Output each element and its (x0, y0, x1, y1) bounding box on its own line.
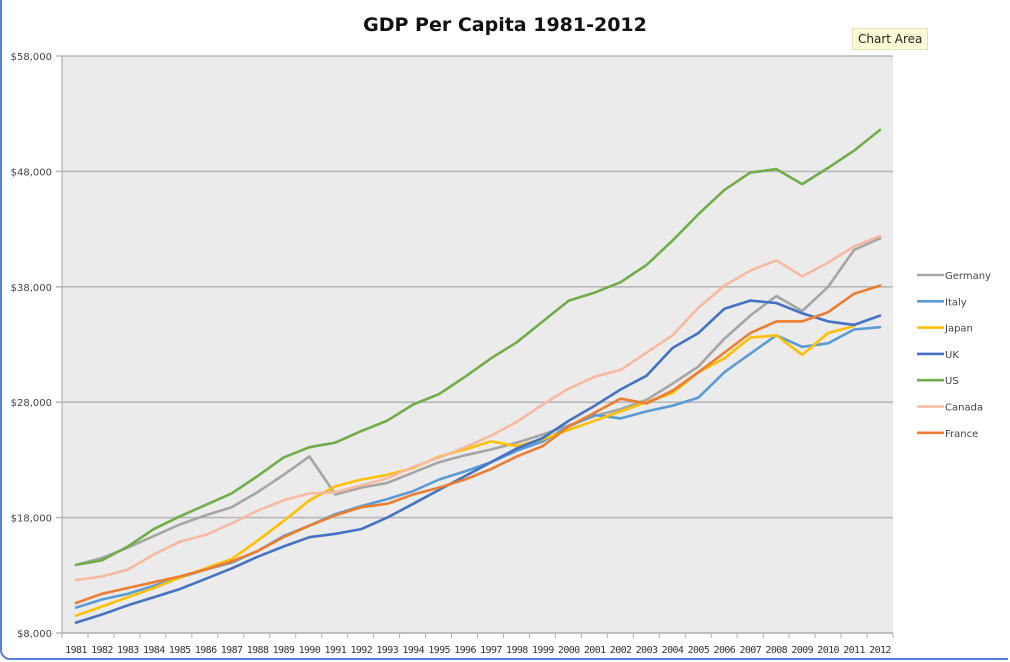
y-tick-label: $38,000 (11, 283, 52, 294)
series-line-france[interactable] (74, 284, 882, 605)
y-tick-label: $48,000 (11, 167, 52, 178)
x-tick-label: 1995 (428, 645, 450, 656)
x-tick-label: 2006 (714, 645, 736, 656)
x-tick-label: 2007 (739, 645, 761, 656)
legend-label: France (945, 429, 978, 440)
legend-label: Italy (945, 297, 967, 308)
series-line-us[interactable] (74, 128, 882, 567)
legend-item-germany[interactable]: Germany (917, 271, 991, 282)
legend-item-us[interactable]: US (917, 376, 959, 387)
x-tick-label: 1982 (91, 645, 113, 656)
x-tick-label: 1992 (350, 645, 372, 656)
series-line-uk[interactable] (74, 299, 882, 624)
x-tick-label: 1986 (195, 645, 217, 656)
y-tick-label: $8,000 (17, 629, 52, 640)
x-tick-label: 2011 (843, 645, 865, 656)
y-tick-label: $18,000 (11, 514, 52, 525)
x-tick-label: 1993 (376, 645, 398, 656)
x-tick-label: 1989 (273, 645, 295, 656)
x-tick-label: 1997 (480, 645, 502, 656)
x-tick-label: 1987 (221, 645, 243, 656)
series-line-canada[interactable] (74, 234, 882, 582)
x-tick-label: 1988 (247, 645, 269, 656)
x-tick-label: 1985 (169, 645, 191, 656)
x-tick-label: 2004 (662, 645, 684, 656)
x-tick-label: 1999 (532, 645, 554, 656)
x-tick-label: 2008 (765, 645, 787, 656)
x-tick-label: 1983 (117, 645, 139, 656)
legend-item-uk[interactable]: UK (917, 350, 959, 361)
legend-label: UK (945, 350, 959, 361)
x-tick-label: 1998 (506, 645, 528, 656)
legend-label: Germany (945, 271, 991, 282)
series-line-germany[interactable] (74, 237, 882, 567)
series-lines (74, 128, 882, 624)
x-tick-label: 2001 (584, 645, 606, 656)
legend-label: US (945, 376, 959, 387)
x-tick-label: 1984 (143, 645, 165, 656)
x-axis: 1981 1982 1983 1984 1985 1986 1987 1988 1989 1990… (61, 632, 894, 656)
x-tick-label: 2002 (610, 645, 632, 656)
legend-label: Canada (945, 403, 983, 414)
legend-item-italy[interactable]: Italy (917, 297, 967, 308)
x-tick-label: 1996 (454, 645, 476, 656)
legend-item-france[interactable]: France (917, 429, 978, 440)
x-tick-label: 2000 (558, 645, 580, 656)
chart-title: GDP Per Capita 1981-2012 (363, 14, 647, 36)
y-tick-label: $58,000 (11, 52, 52, 63)
x-tick-label: 1981 (65, 645, 87, 656)
chart-area-tooltip: Chart Area (852, 28, 929, 50)
x-tick-label: 1990 (299, 645, 321, 656)
x-tick-label: 2010 (817, 645, 839, 656)
legend-label: Japan (944, 324, 973, 335)
legend: Germany Italy Japan UK US Canada France (917, 271, 991, 440)
plot-area[interactable] (62, 56, 893, 633)
y-tick-label: $28,000 (11, 398, 52, 409)
x-tick-label: 1994 (402, 645, 424, 656)
x-tick-label: 1991 (325, 645, 347, 656)
x-tick-label: 2003 (636, 645, 658, 656)
legend-item-canada[interactable]: Canada (917, 403, 983, 414)
y-axis: $8,000 $18,000 $28,000 $38,000 $48,000 $58,00… (11, 52, 63, 640)
x-tick-label: 2012 (869, 645, 891, 656)
x-tick-label: 2009 (791, 645, 813, 656)
legend-item-japan[interactable]: Japan (917, 324, 973, 335)
x-tick-label: 2005 (688, 645, 710, 656)
